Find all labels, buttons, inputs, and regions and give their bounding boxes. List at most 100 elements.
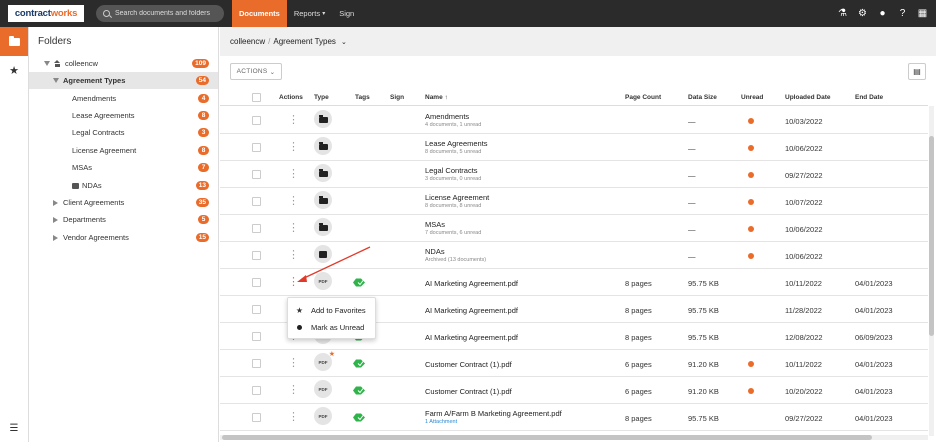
scroll-thumb[interactable] xyxy=(929,136,934,336)
table-row[interactable]: ⋮ Legal Contracts 3 documents, 0 unread — 09… xyxy=(220,161,928,188)
table-row[interactable]: ⋮ Lease Agreements 8 documents, 5 unread — 1… xyxy=(220,134,928,161)
caret-right-icon[interactable] xyxy=(53,216,58,223)
tree-amendments[interactable]: Amendments 4 xyxy=(29,90,218,107)
row-name[interactable]: Customer Contract (1).pdf xyxy=(425,360,512,369)
unread-dot xyxy=(748,118,754,124)
apps-grid-icon[interactable]: ▦ xyxy=(917,8,928,19)
user-icon[interactable]: ● xyxy=(879,8,886,19)
tree-root[interactable]: colleencw 109 xyxy=(29,55,218,72)
col-type[interactable]: Type xyxy=(314,94,329,101)
row-name[interactable]: Lease Agreements xyxy=(425,139,488,148)
actions-dropdown-button[interactable]: ACTIONS ⌄ xyxy=(230,63,282,80)
gear-icon[interactable]: ⚙ xyxy=(858,8,867,19)
row-name[interactable]: AI Marketing Agreement.pdf xyxy=(425,333,518,342)
tag-icon[interactable] xyxy=(353,386,365,395)
search-box[interactable] xyxy=(96,5,224,22)
rail-favorites-button[interactable]: ★ xyxy=(0,56,28,85)
col-pages[interactable]: Page Count xyxy=(625,94,662,101)
row-checkbox[interactable] xyxy=(252,386,261,395)
search-input[interactable] xyxy=(115,10,215,17)
logo[interactable]: contract works xyxy=(8,5,84,22)
row-checkbox[interactable] xyxy=(252,359,261,368)
horizontal-scrollbar[interactable] xyxy=(220,435,928,440)
rail-folders-button[interactable] xyxy=(0,27,28,56)
menu-add-to-favorites[interactable]: ★ Add to Favorites xyxy=(295,306,366,315)
breadcrumb-current[interactable]: Agreement Types xyxy=(273,37,336,46)
table-row[interactable]: ⋮ PDF ★ Customer Contract (1).pdf 6 pages 91.… xyxy=(220,350,928,377)
more-actions-icon[interactable]: ⋮ xyxy=(288,141,299,153)
tree-lease-agreements[interactable]: Lease Agreements 8 xyxy=(29,107,218,124)
more-actions-icon[interactable]: ⋮ xyxy=(288,384,299,396)
row-name[interactable]: License Agreement xyxy=(425,193,490,202)
row-name[interactable]: Amendments xyxy=(425,112,470,121)
caret-right-icon[interactable] xyxy=(53,234,58,241)
col-unread[interactable]: Unread xyxy=(741,94,764,101)
nav-reports[interactable]: Reports ▾ xyxy=(293,9,326,18)
col-sign[interactable]: Sign xyxy=(390,94,405,101)
row-checkbox[interactable] xyxy=(252,170,261,179)
more-actions-icon[interactable]: ⋮ xyxy=(288,411,299,423)
tree-msas[interactable]: MSAs 7 xyxy=(29,159,218,176)
tree-legal-contracts[interactable]: Legal Contracts 3 xyxy=(29,124,218,141)
more-actions-icon[interactable]: ⋮ xyxy=(288,357,299,369)
row-name[interactable]: MSAs xyxy=(425,220,446,229)
row-name[interactable]: AI Marketing Agreement.pdf xyxy=(425,306,518,315)
more-actions-icon[interactable]: ⋮ xyxy=(288,249,299,261)
table-row[interactable]: ⋮ PDF Farm A/Farm B Marketing Agreement.pd… xyxy=(220,404,928,431)
tree-client-agreements[interactable]: Client Agreements 35 xyxy=(29,194,218,211)
more-actions-icon[interactable]: ⋮ xyxy=(288,114,299,126)
row-name[interactable]: Legal Contracts xyxy=(425,166,478,175)
row-checkbox[interactable] xyxy=(252,143,261,152)
nav-documents[interactable]: Documents xyxy=(232,0,287,27)
tree-license-agreement[interactable]: License Agreement 8 xyxy=(29,142,218,159)
help-icon[interactable]: ? xyxy=(899,8,906,19)
col-name[interactable]: Name ↑ xyxy=(425,94,448,101)
tag-icon[interactable] xyxy=(353,278,365,287)
caret-down-icon[interactable] xyxy=(53,78,59,83)
row-checkbox[interactable] xyxy=(252,413,261,422)
breadcrumb-root[interactable]: colleencw xyxy=(230,37,266,46)
row-name[interactable]: Farm A/Farm B Marketing Agreement.pdf xyxy=(425,409,562,418)
tag-icon[interactable] xyxy=(353,359,365,368)
table-row[interactable]: ⋮ NDAs Archived (13 documents) — 10/06/2022 xyxy=(220,242,928,269)
col-end[interactable]: End Date xyxy=(855,94,884,101)
tag-icon[interactable] xyxy=(353,413,365,422)
row-checkbox[interactable] xyxy=(252,224,261,233)
more-actions-icon[interactable]: ⋮ xyxy=(288,276,299,288)
tree-vendor-agreements[interactable]: Vendor Agreements 15 xyxy=(29,229,218,246)
scroll-thumb[interactable] xyxy=(222,435,872,440)
tree-agreement-types[interactable]: Agreement Types 54 xyxy=(29,72,218,89)
tree-ndas[interactable]: NDAs 13 xyxy=(29,177,218,194)
more-actions-icon[interactable]: ⋮ xyxy=(288,195,299,207)
view-toggle-button[interactable]: ▤ xyxy=(908,63,926,80)
row-checkbox[interactable] xyxy=(252,305,261,314)
row-checkbox[interactable] xyxy=(252,332,261,341)
table-row[interactable]: ⋮ PDF Customer Contract (1).pdf 6 pages 91.2… xyxy=(220,377,928,404)
row-checkbox[interactable] xyxy=(252,116,261,125)
table-row[interactable]: ⋮ PDF AI Marketing Agreement.pdf 8 pages 95.… xyxy=(220,269,928,296)
more-actions-icon[interactable]: ⋮ xyxy=(288,222,299,234)
row-name[interactable]: NDAs xyxy=(425,247,445,256)
row-checkbox[interactable] xyxy=(252,251,261,260)
row-checkbox[interactable] xyxy=(252,197,261,206)
attachment-link[interactable]: 1 Attachment xyxy=(425,419,458,425)
table-row[interactable]: ⋮ License Agreement 8 documents, 8 unread —… xyxy=(220,188,928,215)
menu-mark-as-unread[interactable]: Mark as Unread xyxy=(288,319,377,336)
nav-sign[interactable]: Sign xyxy=(339,9,355,18)
select-all-checkbox[interactable] xyxy=(252,93,261,102)
table-row[interactable]: ⋮ Amendments 4 documents, 1 unread — 10/03/2… xyxy=(220,107,928,134)
row-name[interactable]: AI Marketing Agreement.pdf xyxy=(425,279,518,288)
row-name[interactable]: Customer Contract (1).pdf xyxy=(425,387,512,396)
tree-departments[interactable]: Departments 5 xyxy=(29,211,218,228)
caret-right-icon[interactable] xyxy=(53,199,58,206)
chevron-down-icon[interactable]: ⌄ xyxy=(340,38,347,46)
table-row[interactable]: ⋮ MSAs 7 documents, 6 unread — 10/06/2022 xyxy=(220,215,928,242)
row-checkbox[interactable] xyxy=(252,278,261,287)
more-actions-icon[interactable]: ⋮ xyxy=(288,168,299,180)
flask-icon[interactable]: ⚗ xyxy=(838,8,847,19)
col-size[interactable]: Data Size xyxy=(688,94,717,101)
caret-down-icon[interactable] xyxy=(44,61,50,66)
col-uploaded[interactable]: Uploaded Date xyxy=(785,94,831,101)
list-icon[interactable]: ☰ xyxy=(9,423,19,434)
vertical-scrollbar[interactable] xyxy=(929,106,934,436)
